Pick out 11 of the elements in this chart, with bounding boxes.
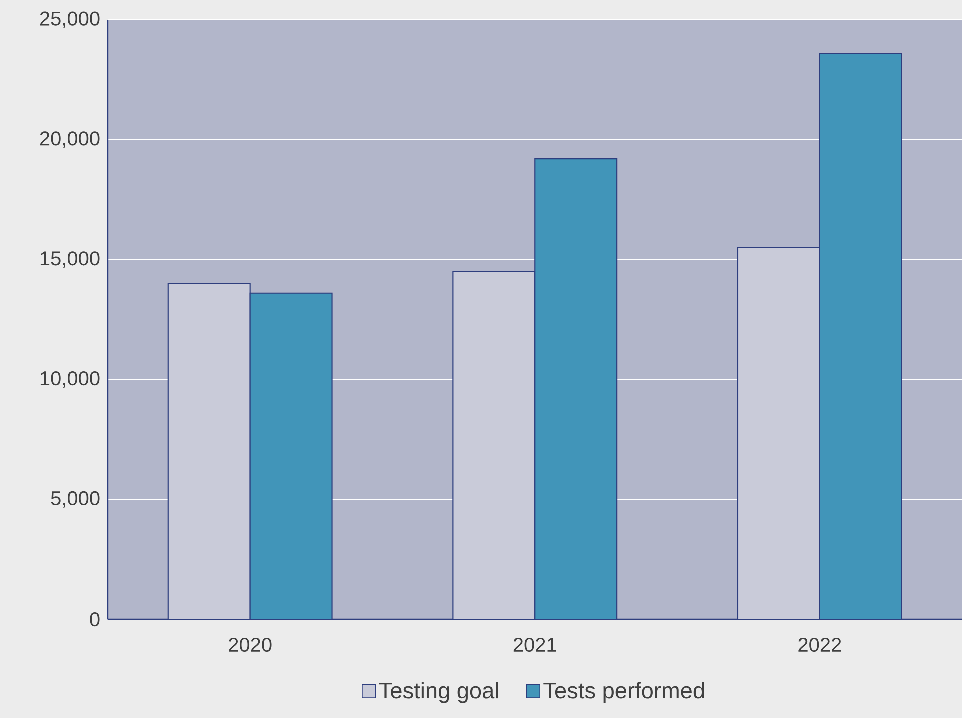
y-tick-label: 5,000 bbox=[51, 492, 100, 508]
x-tick-label: 2021 bbox=[514, 638, 556, 652]
legend-label: Testing goal bbox=[379, 682, 498, 704]
y-tick-label: 0 bbox=[90, 612, 100, 627]
y-tick-label: 15,000 bbox=[40, 252, 100, 268]
x-tick-label: 2022 bbox=[798, 638, 842, 652]
y-tick-label: 10,000 bbox=[40, 372, 100, 388]
legend-label: Tests performed bbox=[544, 682, 704, 704]
y-tick-label: 25,000 bbox=[40, 12, 100, 28]
y-tick-label: 20,000 bbox=[40, 132, 100, 148]
x-tick-label: 2020 bbox=[229, 638, 272, 652]
